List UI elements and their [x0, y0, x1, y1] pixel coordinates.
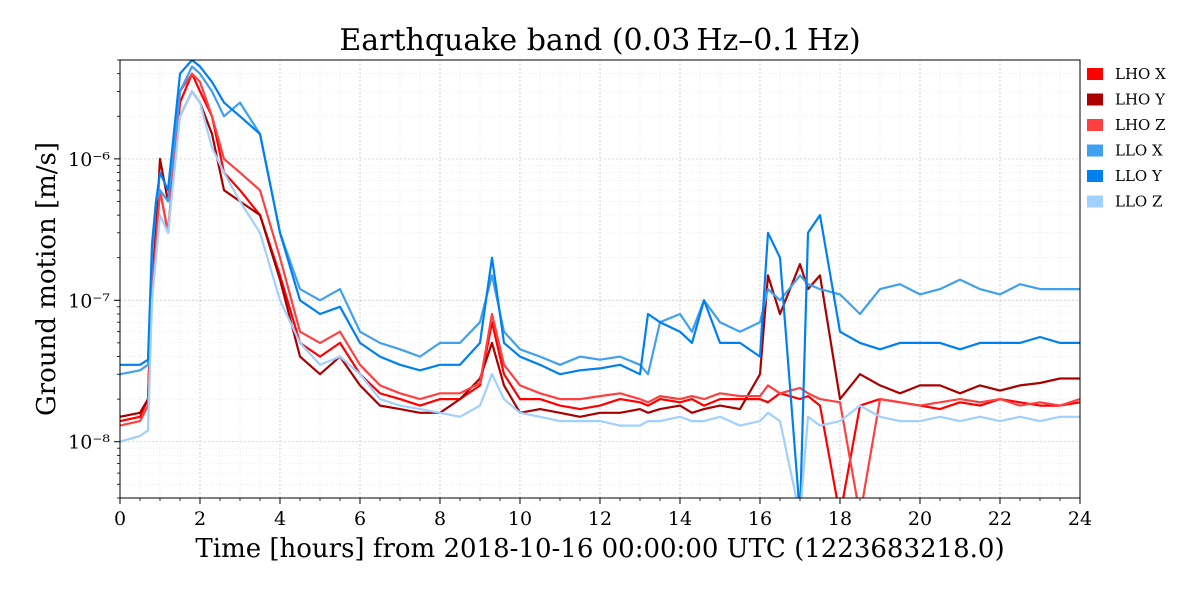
x-tick-label: 16 — [748, 508, 772, 530]
legend-swatch — [1087, 170, 1103, 182]
legend-swatch — [1087, 68, 1103, 80]
legend-swatch — [1087, 93, 1103, 106]
legend-label: LHO Y — [1115, 91, 1166, 109]
x-tick-label: 24 — [1068, 508, 1092, 530]
legend-label: LLO Z — [1115, 193, 1162, 211]
x-tick-label: 12 — [588, 508, 612, 530]
x-axis: 0 2 4 6 8 10 12 14 16 18 20 22 24 — [114, 498, 1092, 530]
x-tick-label: 10 — [508, 508, 532, 530]
x-tick-label: 0 — [114, 508, 126, 530]
series-line-lho-z — [120, 72, 1080, 498]
y-tick-label: 10⁻⁷ — [68, 290, 110, 312]
legend-label: LLO Y — [1115, 167, 1163, 185]
x-tick-label: 4 — [274, 508, 286, 530]
legend: LHO X LHO Y LHO Z LLO X LLO Y LLO Z — [1087, 65, 1166, 211]
x-axis-label: Time [hours] from 2018-10-16 00:00:00 UT… — [195, 534, 1004, 564]
legend-swatch — [1087, 144, 1103, 157]
x-tick-label: 2 — [194, 508, 206, 530]
legend-swatch — [1087, 195, 1103, 208]
series-line-lho-y — [120, 90, 1080, 418]
legend-swatch — [1087, 119, 1103, 131]
y-axis-label: Ground motion [m/s] — [32, 142, 62, 416]
legend-label: LHO Z — [1115, 116, 1166, 134]
x-tick-label: 20 — [908, 508, 932, 530]
y-tick-label: 10⁻⁶ — [68, 149, 110, 171]
series-line-llo-x — [120, 65, 1080, 376]
y-axis: 10⁻⁸ 10⁻⁷ 10⁻⁶ — [68, 59, 120, 499]
x-tick-label: 6 — [354, 508, 366, 530]
x-tick-label: 8 — [434, 508, 446, 530]
series-line-llo-y — [120, 60, 1080, 498]
x-tick-label: 18 — [828, 508, 852, 530]
legend-label: LHO X — [1115, 65, 1166, 83]
grid — [119, 59, 1081, 499]
legend-label: LLO X — [1115, 142, 1163, 160]
chart-title: Earthquake band (0.03 Hz–0.1 Hz) — [339, 23, 860, 58]
x-tick-label: 14 — [668, 508, 692, 530]
y-tick-label: 10⁻⁸ — [68, 432, 110, 454]
x-tick-label: 22 — [988, 508, 1012, 530]
series-line-llo-z — [120, 90, 1080, 498]
series-group — [120, 60, 1080, 498]
